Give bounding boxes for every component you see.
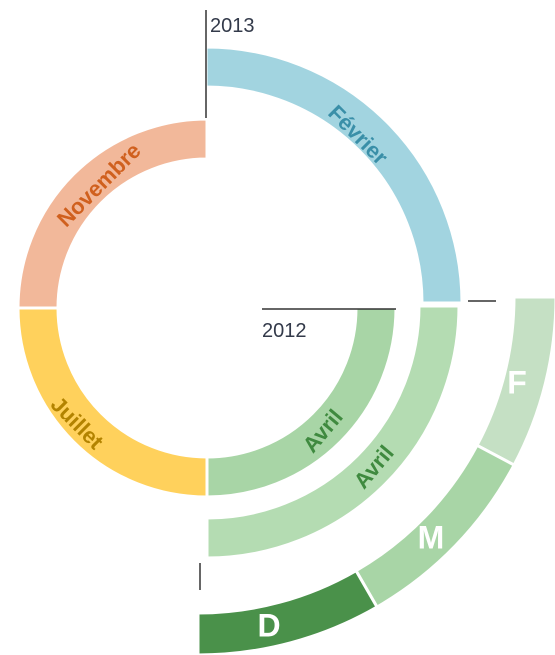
segment-label: D <box>257 607 280 643</box>
ring-segment <box>205 304 461 560</box>
ring-segment <box>16 306 209 499</box>
arcs <box>16 45 555 655</box>
ring-segment <box>16 117 209 310</box>
segment-label: M <box>418 519 445 555</box>
year-label: 2012 <box>262 320 307 342</box>
segment-label: F <box>507 364 527 400</box>
ring-segment <box>204 45 464 305</box>
ring-segment <box>205 306 398 499</box>
ring-segment <box>196 568 380 655</box>
year-label: 2013 <box>210 15 255 37</box>
